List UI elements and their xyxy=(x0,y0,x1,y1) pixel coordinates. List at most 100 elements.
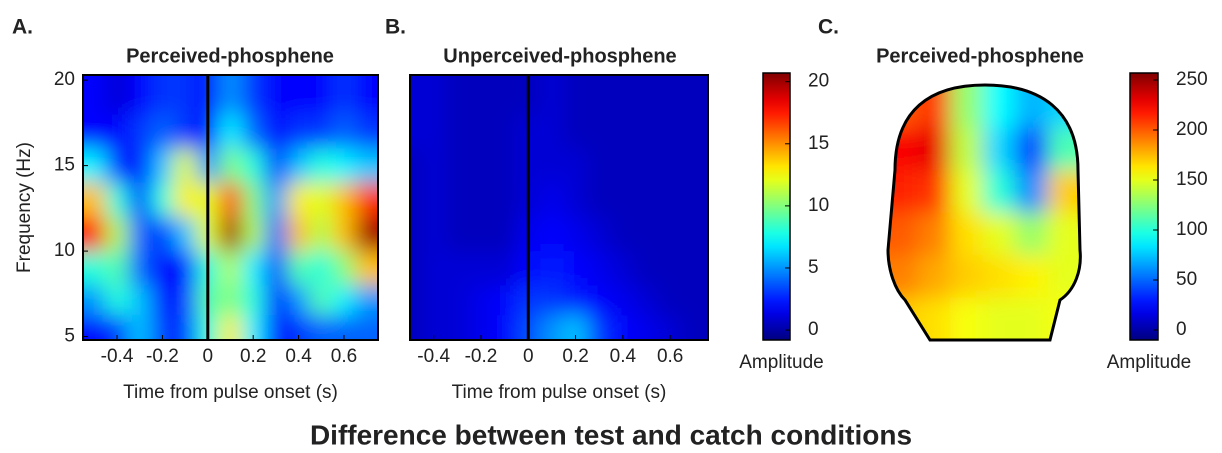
heatmap-cell xyxy=(587,315,612,340)
y-tick-label: 20 xyxy=(54,69,75,90)
heatmap-cell xyxy=(151,75,175,115)
heatmap-cell xyxy=(332,148,356,184)
heatmap-cell xyxy=(309,75,334,115)
heatmap xyxy=(83,75,378,340)
heatmap-cell xyxy=(355,315,378,340)
x-tick-label: 0.6 xyxy=(657,346,683,367)
x-tick-label: 0.4 xyxy=(285,346,312,367)
heatmap-cell xyxy=(421,251,446,286)
heatmap-cell xyxy=(241,114,266,150)
heatmap-cell xyxy=(241,75,266,115)
heatmap-cell xyxy=(410,216,423,252)
heatmap-cell xyxy=(563,251,588,286)
heatmap-cell xyxy=(241,315,266,340)
topomap-cell xyxy=(917,255,951,298)
heatmap-cell xyxy=(287,75,311,115)
heatmap-cell xyxy=(445,114,470,150)
heatmap-cell xyxy=(219,75,243,115)
heatmap-cell xyxy=(681,315,708,340)
heatmap-cell xyxy=(587,285,612,316)
heatmap-cell xyxy=(287,251,311,286)
heatmap-cell xyxy=(540,148,565,184)
heatmap-cell xyxy=(587,114,612,150)
heatmap-cell xyxy=(658,114,683,150)
heatmap-cell xyxy=(611,216,636,252)
heatmap-cell xyxy=(332,315,356,340)
heatmap-cell xyxy=(173,285,197,316)
heatmap-cell xyxy=(332,75,356,115)
topomap-cell xyxy=(1015,127,1048,171)
heatmap-cell xyxy=(287,315,311,340)
topomap-cell xyxy=(1015,170,1048,213)
heatmap-cell xyxy=(492,75,517,115)
heatmap-cell xyxy=(128,114,152,150)
heatmap-cell xyxy=(421,114,446,150)
heatmap-cell xyxy=(264,251,288,286)
heatmap-cell xyxy=(287,182,311,218)
heatmap-cell xyxy=(309,182,334,218)
heatmap-cell xyxy=(410,148,423,184)
heatmap-cell xyxy=(563,148,588,184)
heatmap-cell xyxy=(105,285,129,316)
x-tick-label: 0.6 xyxy=(331,346,357,367)
topomap-cell xyxy=(950,170,983,213)
heatmap-cell xyxy=(492,148,517,184)
heatmap-cell xyxy=(309,216,334,252)
x-tick-label: 0.4 xyxy=(610,346,637,367)
heatmap-cell xyxy=(83,315,107,340)
heatmap-cell xyxy=(681,114,708,150)
heatmap-cell xyxy=(492,251,517,286)
x-tick-label: 0 xyxy=(523,346,534,367)
heatmap-cell xyxy=(492,216,517,252)
topomap-cell xyxy=(917,127,951,171)
heatmap-cell xyxy=(681,285,708,316)
topomap-cell xyxy=(1015,212,1048,256)
heatmap-cell xyxy=(355,285,378,316)
topomap-cell xyxy=(917,212,951,256)
heatmap-cell xyxy=(563,216,588,252)
figure-title: Difference between test and catch condit… xyxy=(310,419,912,450)
heatmap-cell xyxy=(469,114,494,150)
heatmap-cell xyxy=(355,75,378,115)
chart-title: Perceived-phosphene xyxy=(876,45,1084,67)
topomap-cell xyxy=(950,212,983,256)
heatmap-cell xyxy=(219,114,243,150)
x-axis-label: Time from pulse onset (s) xyxy=(123,382,338,403)
heatmap-cell xyxy=(332,216,356,252)
heatmap-cell xyxy=(469,148,494,184)
heatmap-cell xyxy=(332,285,356,316)
topomap-cell xyxy=(950,297,983,340)
heatmap-cell xyxy=(241,216,266,252)
heatmap-cell xyxy=(445,315,470,340)
heatmap-cell xyxy=(83,216,107,252)
colorbar-tick-label: 50 xyxy=(1176,269,1197,290)
heatmap-cell xyxy=(611,285,636,316)
heatmap-cell xyxy=(355,182,378,218)
colorbar-tick-label: 200 xyxy=(1176,119,1208,140)
topomap-cells xyxy=(888,85,1081,340)
heatmap-cell xyxy=(445,285,470,316)
panel-label: A. xyxy=(12,16,33,39)
heatmap-cell xyxy=(410,251,423,286)
y-tick-label: 15 xyxy=(54,155,75,176)
heatmap-cell xyxy=(540,75,565,115)
panel-label: B. xyxy=(385,16,406,39)
heatmap-cell xyxy=(634,182,659,218)
heatmap-cell xyxy=(151,251,175,286)
x-tick-label: 0 xyxy=(203,346,214,367)
heatmap-cell xyxy=(658,285,683,316)
heatmap-cell xyxy=(241,182,266,218)
heatmap-cell xyxy=(421,285,446,316)
colorbar-tick-label: 250 xyxy=(1176,69,1208,90)
heatmap-cell xyxy=(658,251,683,286)
heatmap-cell xyxy=(105,75,129,115)
heatmap-cell xyxy=(469,182,494,218)
heatmap-cell xyxy=(355,251,378,286)
topomap-cell xyxy=(982,297,1016,340)
heatmap-cell xyxy=(173,114,197,150)
heatmap-cell xyxy=(587,75,612,115)
heatmap-cell xyxy=(105,148,129,184)
heatmap-cell xyxy=(264,285,288,316)
